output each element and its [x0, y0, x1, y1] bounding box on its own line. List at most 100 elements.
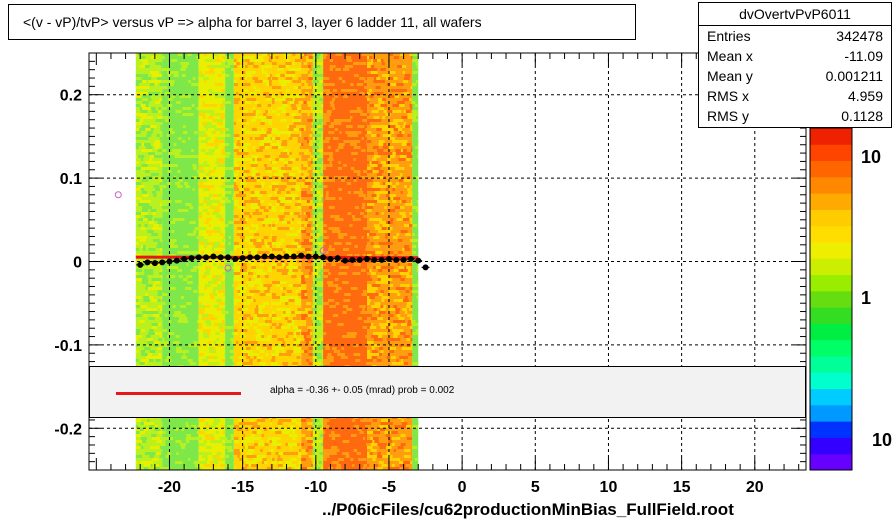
heatmap-cell — [316, 356, 323, 359]
heatmap-cell — [416, 269, 419, 272]
heatmap-cell — [373, 293, 379, 296]
heatmap-cell — [325, 137, 331, 140]
heatmap-cell — [135, 80, 143, 83]
heatmap-cell — [239, 191, 244, 194]
heatmap-cell — [289, 98, 293, 101]
heatmap-cell — [284, 53, 290, 56]
heatmap-cell — [153, 110, 158, 113]
heatmap-cell — [222, 431, 226, 434]
heatmap-cell — [197, 290, 199, 293]
heatmap-cell — [406, 344, 411, 347]
heatmap-cell — [198, 437, 202, 440]
heatmap-cell — [343, 140, 350, 143]
heatmap-cell — [180, 101, 185, 104]
heatmap-cell — [364, 86, 367, 89]
heatmap-cell — [212, 194, 219, 197]
heatmap-cell — [331, 431, 335, 434]
heatmap-cell — [215, 137, 218, 140]
heatmap-cell — [372, 440, 375, 443]
heatmap-cell — [366, 143, 368, 146]
heatmap-cell — [402, 125, 406, 128]
heatmap-cell — [406, 437, 412, 440]
heatmap-cell — [183, 293, 190, 296]
heatmap-cell — [271, 281, 278, 284]
heatmap-cell — [140, 110, 148, 113]
heatmap-cell — [248, 464, 252, 467]
x-tick-label: 15 — [673, 479, 691, 496]
heatmap-cell — [176, 212, 181, 215]
heatmap-cell — [183, 278, 188, 281]
heatmap-cell — [271, 248, 277, 251]
heatmap-cell — [150, 299, 154, 302]
heatmap-cell — [225, 74, 230, 77]
profile-point — [290, 253, 297, 260]
heatmap-cell — [221, 326, 226, 329]
heatmap-cell — [254, 197, 258, 200]
heatmap-cell — [245, 437, 252, 440]
heatmap-cell — [415, 80, 419, 83]
heatmap-cell — [323, 338, 327, 341]
heatmap-cell — [367, 440, 373, 443]
heatmap-cell — [237, 290, 241, 293]
heatmap-cell — [189, 440, 195, 443]
heatmap-cell — [193, 230, 197, 233]
heatmap-cell — [411, 101, 413, 104]
heatmap-cell — [417, 431, 419, 434]
heatmap-cell — [304, 338, 312, 341]
heatmap-cell — [308, 56, 313, 59]
heatmap-cell — [389, 209, 396, 212]
heatmap-cell — [157, 290, 163, 293]
heatmap-cell — [237, 230, 241, 233]
heatmap-cell — [154, 332, 159, 335]
heatmap-cell — [385, 77, 390, 80]
heatmap-cell — [168, 98, 173, 101]
heatmap-cell — [323, 431, 326, 434]
heatmap-cell — [267, 167, 272, 170]
heatmap-cell — [219, 329, 226, 332]
heatmap-cell — [187, 233, 194, 236]
heatmap-cell — [360, 458, 367, 461]
heatmap-cell — [298, 152, 302, 155]
heatmap-cell — [238, 119, 243, 122]
heatmap-cell — [243, 83, 251, 86]
y-tick-label: 0 — [73, 255, 82, 272]
heatmap-cell — [275, 317, 281, 320]
heatmap-cell — [258, 305, 266, 308]
heatmap-cell — [141, 158, 144, 161]
heatmap-cell — [261, 185, 265, 188]
heatmap-cell — [248, 314, 251, 317]
heatmap-cell — [393, 299, 399, 302]
heatmap-cell — [244, 152, 249, 155]
heatmap-cell — [233, 320, 239, 323]
heatmap-cell — [297, 107, 301, 110]
heatmap-cell — [316, 167, 321, 170]
heatmap-cell — [311, 434, 313, 437]
heatmap-cell — [323, 440, 327, 443]
heatmap-cell — [244, 446, 248, 449]
heatmap-cell — [247, 446, 255, 449]
heatmap-cell — [162, 443, 166, 446]
heatmap-cell — [295, 329, 302, 332]
heatmap-cell — [372, 458, 376, 461]
heatmap-cell — [249, 92, 257, 95]
heatmap-cell — [396, 83, 401, 86]
heatmap-cell — [396, 233, 400, 236]
heatmap-cell — [146, 461, 154, 464]
heatmap-cell — [358, 158, 363, 161]
heatmap-cell — [352, 125, 358, 128]
heatmap-cell — [289, 434, 293, 437]
heatmap-cell — [247, 272, 251, 275]
heatmap-cell — [341, 347, 345, 350]
heatmap-cell — [250, 263, 256, 266]
heatmap-cell — [415, 227, 418, 230]
heatmap-cell — [301, 128, 304, 131]
heatmap-cell — [305, 449, 309, 452]
heatmap-cell — [331, 434, 334, 437]
heatmap-cell — [364, 239, 368, 242]
heatmap-cell — [175, 182, 181, 185]
heatmap-cell — [412, 437, 418, 440]
heatmap-cell — [162, 419, 167, 422]
x-tick-label: 5 — [531, 479, 540, 496]
heatmap-cell — [277, 131, 284, 134]
heatmap-cell — [246, 158, 253, 161]
